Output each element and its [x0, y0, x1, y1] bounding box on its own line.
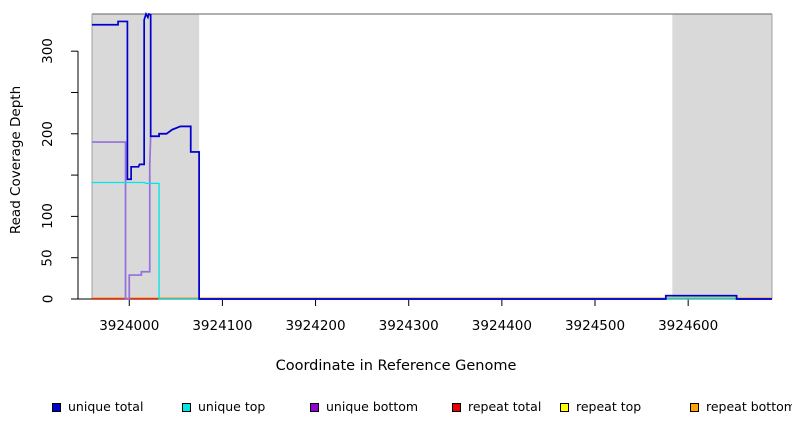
legend-item[interactable]: unique top: [182, 398, 265, 416]
legend-color-swatch: [452, 402, 461, 412]
legend-label: unique bottom: [326, 398, 419, 414]
legend-color-swatch: [310, 402, 319, 412]
legend-label: repeat bottom: [706, 398, 792, 414]
legend-item[interactable]: repeat total: [452, 398, 541, 416]
x-tick-label: 3924000: [99, 318, 160, 334]
right-repeat-region: [672, 14, 772, 299]
x-axis-title: Coordinate in Reference Genome: [275, 358, 517, 374]
chart-legend: unique total unique top unique bottom repea…: [0, 398, 792, 418]
legend-label: unique total: [68, 398, 144, 414]
y-axis-ticks: [71, 50, 78, 300]
legend-color-swatch: [52, 402, 61, 412]
legend-item[interactable]: unique bottom: [310, 398, 418, 416]
legend-label: repeat top: [576, 398, 642, 414]
x-axis-ticks: [128, 299, 689, 306]
legend-item[interactable]: repeat bottom: [690, 398, 792, 416]
shaded-regions: [92, 14, 772, 299]
legend-item[interactable]: repeat top: [560, 398, 641, 416]
x-tick-label: 3924200: [285, 318, 346, 334]
legend-color-swatch: [690, 402, 699, 412]
x-tick-label: 3924300: [378, 318, 439, 334]
x-tick-label: 3924400: [471, 318, 532, 334]
x-tick-label: 3924500: [564, 318, 626, 334]
legend-item[interactable]: unique total: [52, 398, 143, 416]
x-tick-label: 3924600: [658, 318, 719, 334]
left-repeat-region: [92, 14, 200, 299]
x-tick-label: 3924100: [192, 318, 253, 334]
legend-color-swatch: [182, 402, 191, 412]
series-line-unique-total: [92, 11, 772, 300]
legend-label: repeat total: [468, 398, 542, 414]
data-series: [92, 11, 772, 300]
x-axis-tick-labels: 3924000 3924100 3924200 3924300 3924400 39245…: [0, 318, 792, 342]
legend-color-swatch: [560, 402, 569, 412]
legend-label: unique top: [198, 398, 266, 414]
